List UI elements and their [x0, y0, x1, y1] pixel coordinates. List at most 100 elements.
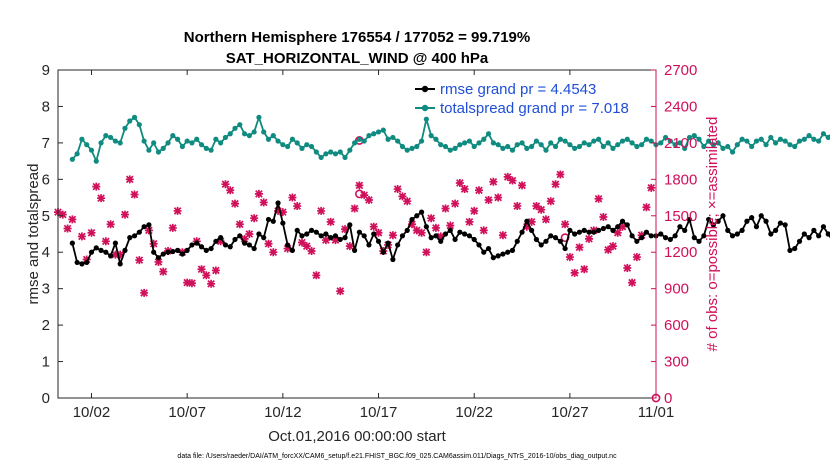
- spread-point: [505, 143, 511, 150]
- obs-assimilated-marker: [484, 195, 493, 204]
- chart-title: Northern Hemisphere 176554 / 177052 = 99…: [184, 29, 530, 46]
- obs-assimilated-marker: [101, 237, 110, 246]
- spread-point: [548, 140, 554, 146]
- rmse-point: [462, 231, 468, 237]
- rmse-point: [356, 229, 362, 235]
- obs-assimilated-marker: [474, 186, 483, 195]
- rmse-point: [605, 224, 611, 230]
- rmse-point: [332, 233, 339, 239]
- spread-point: [375, 129, 382, 135]
- rmse-point: [328, 235, 334, 241]
- rmse-point: [739, 227, 745, 233]
- spread-point: [352, 140, 358, 146]
- obs-assimilated-marker: [561, 220, 570, 229]
- spread-point: [820, 131, 827, 137]
- obs-assimilated-marker: [317, 206, 326, 215]
- obs-assimilated-marker: [613, 228, 622, 237]
- obs-assimilated-marker: [173, 206, 182, 215]
- obs-assimilated-marker: [197, 265, 206, 274]
- spread-point: [98, 140, 104, 146]
- rmse-point: [227, 244, 233, 250]
- spread-point: [462, 140, 468, 146]
- obs-assimilated-marker: [326, 217, 335, 226]
- spread-point: [605, 140, 611, 146]
- obs-assimilated-marker: [135, 256, 144, 265]
- rmse-point: [758, 213, 764, 219]
- spread-point: [332, 151, 339, 157]
- rmse-point: [361, 233, 367, 239]
- rmse-point: [701, 233, 707, 239]
- spread-point: [725, 143, 731, 150]
- rmse-point: [366, 242, 372, 248]
- rmse-point: [691, 235, 697, 241]
- rmse-point: [127, 235, 133, 241]
- spread-point: [246, 133, 252, 139]
- spread-point: [438, 142, 444, 148]
- rmse-point: [825, 231, 830, 237]
- spread-point: [198, 142, 205, 148]
- obs-assimilated-marker: [451, 199, 460, 208]
- spread-point: [304, 142, 310, 148]
- y-axis-left: 0 1 2 3 4 5 6 7 8 9: [42, 62, 63, 407]
- rmse-point: [471, 236, 477, 243]
- spread-point: [648, 138, 654, 144]
- spread-point: [418, 138, 425, 144]
- y-tick-label: 4: [42, 244, 50, 261]
- obs-assimilated-marker: [302, 242, 311, 251]
- rmse-point: [787, 247, 793, 253]
- obs-assimilated-marker: [254, 189, 263, 198]
- spread-point: [409, 145, 415, 151]
- spread-point: [299, 145, 305, 151]
- spread-point: [610, 145, 616, 151]
- spread-point: [619, 138, 626, 144]
- obs-assimilated-marker: [235, 220, 244, 229]
- spread-point: [256, 114, 262, 120]
- spread-point: [672, 142, 678, 148]
- obs-assimilated-marker: [250, 214, 259, 223]
- spread-point: [753, 138, 760, 144]
- rmse-point: [108, 253, 114, 259]
- spread-point: [232, 125, 238, 131]
- obs-assimilated-marker: [460, 185, 469, 194]
- rmse-point: [763, 218, 769, 224]
- obs-assimilated-marker: [427, 214, 436, 223]
- spread-point: [682, 145, 688, 151]
- obs-assimilated-marker: [570, 268, 579, 277]
- rmse-point: [304, 231, 310, 237]
- rmse-point: [347, 222, 353, 228]
- rmse-point: [198, 244, 205, 250]
- footnote: data file: /Users/raeder/DAI/ATM_forcXX/…: [177, 453, 617, 460]
- rmse-point: [529, 227, 535, 233]
- spread-point: [701, 143, 707, 150]
- rmse-point: [500, 251, 506, 257]
- spread-point: [395, 138, 401, 144]
- rmse-point: [294, 227, 300, 233]
- rmse-point: [562, 245, 568, 252]
- obs-assimilated-marker: [350, 204, 359, 213]
- spread-point: [686, 134, 693, 141]
- y-tick-label: 2: [42, 317, 50, 334]
- rmse-point: [672, 233, 678, 239]
- spread-point: [758, 136, 764, 142]
- rmse-point: [98, 247, 104, 253]
- obs-assimilated-marker: [63, 224, 72, 233]
- spread-point: [457, 142, 463, 148]
- spread-point: [768, 134, 774, 141]
- obs-assimilated-marker: [431, 223, 440, 232]
- obs-assimilated-marker: [628, 278, 637, 287]
- rmse-point: [160, 251, 166, 257]
- obs-assimilated-marker: [207, 279, 216, 288]
- x-axis-label: Oct.01,2016 00:00:00 start: [268, 428, 446, 445]
- spread-point: [208, 147, 214, 153]
- spread-point: [500, 145, 506, 151]
- rmse-point: [696, 238, 702, 244]
- rmse-point: [289, 247, 296, 253]
- spread-point: [84, 142, 90, 148]
- obs-assimilated-marker: [604, 245, 613, 254]
- rmse-point: [428, 235, 434, 241]
- obs-assimilated-marker: [441, 204, 450, 213]
- spread-point: [251, 129, 257, 135]
- spread-point: [825, 134, 830, 141]
- rmse-point: [514, 238, 520, 244]
- rmse-point: [265, 216, 272, 223]
